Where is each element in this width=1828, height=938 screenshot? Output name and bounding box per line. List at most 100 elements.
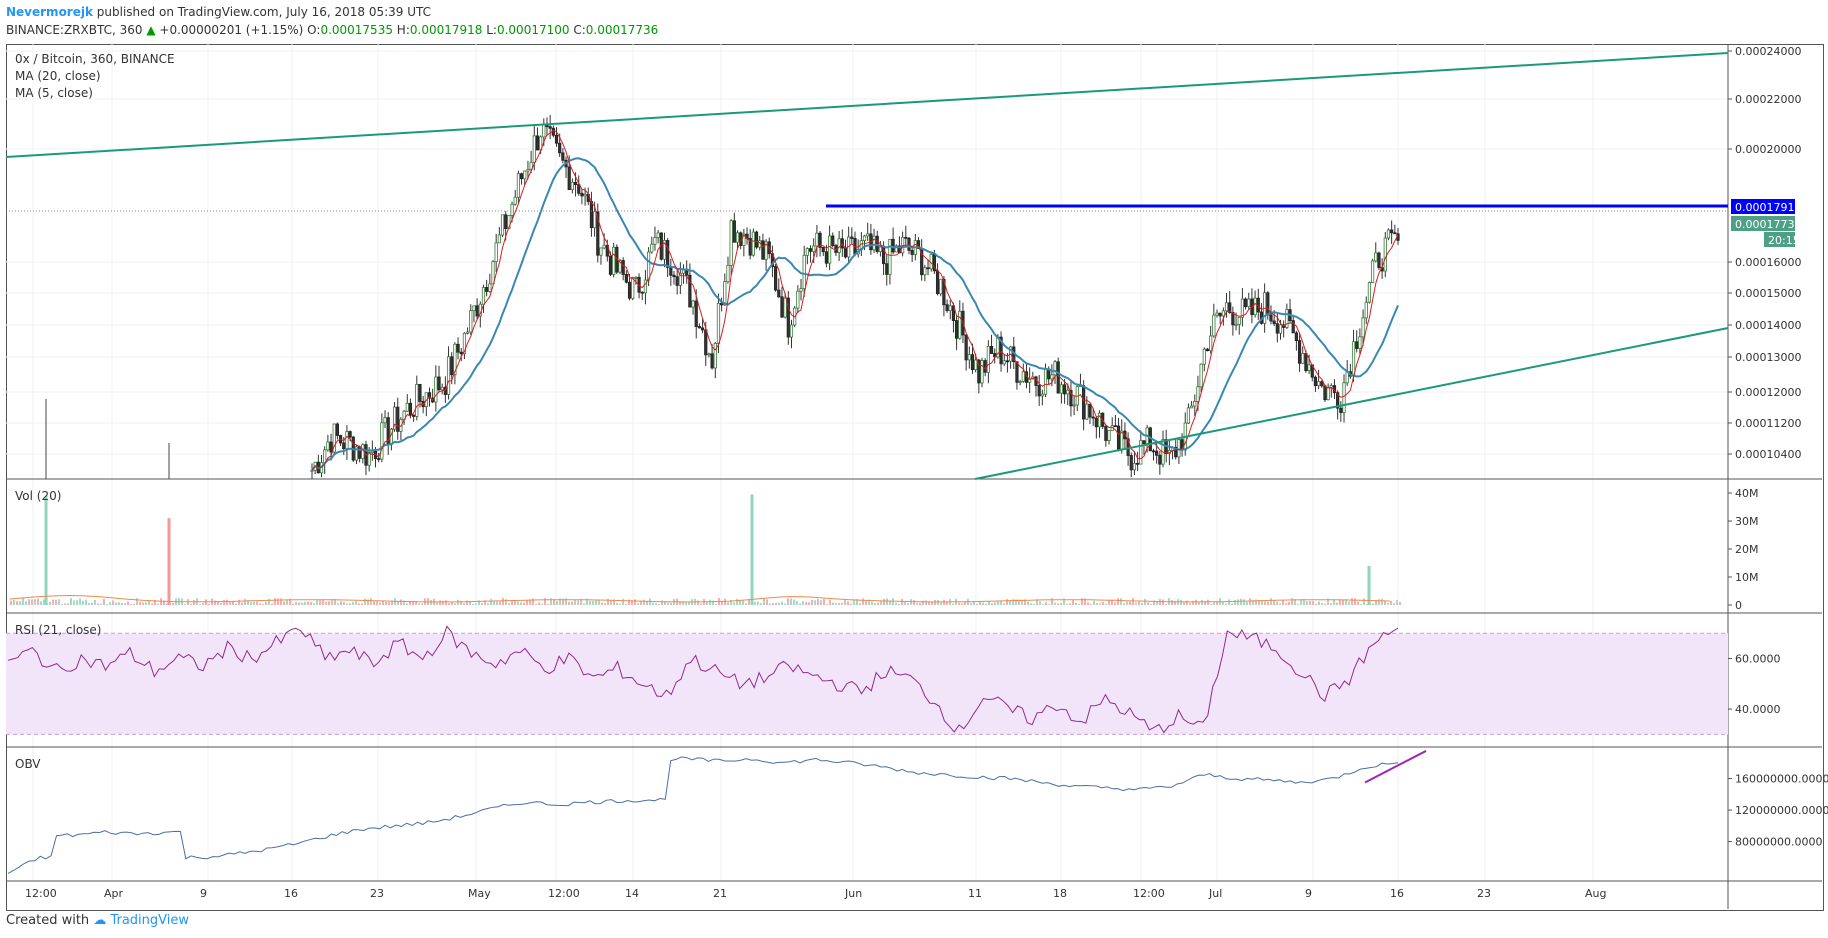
change-value: +0.00000201 (+1.15%) (159, 23, 304, 37)
volume-bar (238, 599, 240, 605)
candle-body (850, 236, 854, 239)
volume-bar (1180, 599, 1182, 605)
volume-bar (376, 601, 378, 605)
ma20-line (311, 157, 1399, 471)
price-tick-label: 0.00020000 (1735, 143, 1801, 156)
volume-bar (523, 602, 525, 605)
volume-bar (736, 598, 738, 605)
volume-bar (307, 601, 309, 605)
volume-bar (295, 601, 297, 605)
volume-bar (382, 600, 384, 605)
candle-body (821, 246, 825, 253)
trend-drawings[interactable] (5, 52, 1729, 480)
candle-body (955, 320, 959, 339)
candle-body (392, 406, 397, 430)
candle-body (789, 324, 794, 338)
candle-body (1364, 301, 1368, 319)
candle-body (554, 134, 559, 144)
candle-body (481, 287, 486, 305)
publish-line: Nevermorejk published on TradingView.com… (6, 3, 658, 21)
candle-body (891, 238, 895, 253)
x-tick-label: 12:00 (25, 887, 57, 900)
candle-body (885, 263, 889, 275)
volume-bar (199, 604, 201, 605)
candle-body (974, 359, 978, 371)
volume-bar (1258, 599, 1260, 605)
candle-body (1383, 237, 1387, 272)
candle-body (1116, 425, 1121, 450)
volume-bar (1174, 600, 1176, 605)
candle-body (754, 231, 759, 248)
candle-body (672, 274, 676, 278)
volume-bar (247, 600, 249, 605)
volume-bar (865, 600, 867, 605)
volume-bar (124, 603, 126, 605)
candle-body (878, 246, 883, 252)
volume-bar (769, 603, 771, 605)
volume-bar (268, 598, 270, 605)
volume-bar (670, 602, 672, 605)
volume-bar (793, 599, 795, 605)
volume-bar (1183, 602, 1185, 605)
author-link[interactable]: Nevermorejk (6, 5, 93, 19)
volume-bar (625, 603, 627, 605)
candle-body (1361, 317, 1365, 338)
candle-body (780, 296, 784, 318)
candle-body (945, 304, 949, 312)
volume-bar (97, 603, 99, 605)
volume-bar (754, 601, 756, 605)
volume-bar (847, 601, 849, 605)
volume-bar (784, 603, 786, 605)
volume-bar (1252, 600, 1254, 605)
volume-bar (493, 601, 495, 605)
tradingview-brand-link[interactable]: TradingView (110, 913, 189, 928)
volume-bar (1105, 603, 1107, 605)
volume-tick-label: 40M (1735, 487, 1759, 500)
candle-body (1091, 416, 1095, 419)
volume-bar (520, 602, 522, 605)
candle-body (704, 329, 708, 356)
candle-body (840, 238, 844, 249)
volume-bar (1072, 599, 1074, 605)
volume-bar (937, 600, 939, 605)
volume-bar (1000, 601, 1002, 605)
volume-tick-label: 0 (1735, 599, 1742, 612)
volume-bar (409, 600, 411, 605)
candle-body (488, 283, 492, 292)
volume-bar (1360, 603, 1362, 605)
x-tick-label: 12:00 (548, 887, 580, 900)
candle-body (1059, 384, 1064, 394)
volume-bar (598, 599, 600, 605)
volume-bar (556, 601, 558, 605)
volume-bar (1204, 601, 1206, 605)
candle-body (462, 332, 467, 355)
x-tick-label: May (468, 887, 491, 900)
obv-pane-title: OBV (15, 757, 41, 771)
volume-spike (44, 495, 48, 605)
candle-body (843, 247, 848, 258)
volume-bar (1108, 600, 1110, 605)
volume-bar (844, 600, 846, 605)
volume-bar (1081, 598, 1083, 605)
volume-bar (1012, 599, 1014, 605)
volume-bar (1042, 604, 1044, 605)
volume-bar (748, 598, 750, 605)
volume-bar (688, 601, 690, 605)
candle-body (1329, 385, 1333, 388)
volume-bar (478, 600, 480, 605)
volume-bar (604, 603, 606, 605)
candle-body (818, 232, 822, 248)
candle-body (472, 305, 476, 311)
candle-body (548, 126, 552, 129)
candle-body (894, 245, 898, 253)
volume-bar (343, 601, 345, 605)
candle-body (796, 290, 800, 309)
volume-bar (889, 600, 891, 605)
volume-bar (100, 603, 102, 605)
volume-bar (799, 603, 801, 605)
volume-bar (973, 601, 975, 605)
volume-bar (1336, 602, 1338, 605)
volume-bar (373, 601, 375, 605)
volume-bar (1264, 601, 1266, 605)
